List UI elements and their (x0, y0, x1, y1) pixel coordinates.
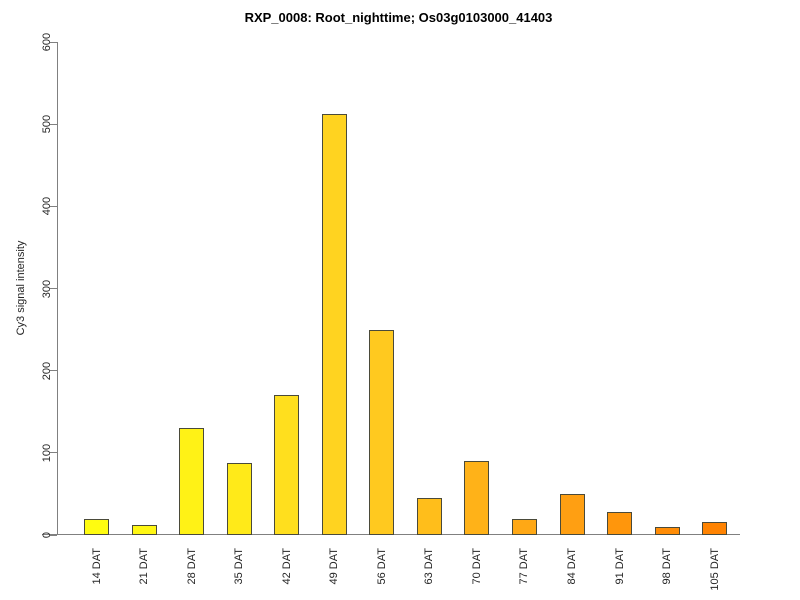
y-tick-label-0: 0 (41, 531, 53, 539)
bar-63-dat (416, 498, 442, 535)
x-tick-label-70-dat: 70 DAT (470, 548, 483, 585)
x-tick-label-105-dat: 105 DAT (708, 548, 721, 591)
y-tick-300 (50, 288, 57, 289)
bar-42-dat (274, 395, 300, 535)
y-tick-100 (50, 452, 57, 454)
bar-35-dat (226, 463, 252, 535)
y-tick-label-400: 400 (41, 197, 53, 216)
x-tick-label-84-dat: 84 DAT (566, 548, 578, 585)
x-tick-label-49-dat: 49 DAT (328, 548, 341, 585)
bar-105-dat (702, 522, 728, 535)
x-tick-label-91-dat: 91 DAT (613, 548, 626, 585)
y-tick-400 (50, 205, 57, 207)
x-tick-label-42-dat: 42 DAT (280, 548, 293, 585)
y-tick-200 (50, 370, 57, 372)
y-tick-0 (50, 534, 57, 536)
bar-77-dat (511, 519, 537, 535)
x-tick-label-63-dat: 63 DAT (423, 548, 436, 585)
x-tick-label-35-dat: 35 DAT (233, 548, 246, 585)
x-tick-label-77-dat: 77 DAT (518, 548, 531, 585)
y-axis-title: Cy3 signal intensity (15, 240, 27, 336)
bar-91-dat (607, 512, 633, 535)
bar-70-dat (464, 461, 490, 535)
bar-56-dat (369, 330, 395, 535)
x-tick-label-21-dat: 21 DAT (138, 548, 151, 585)
y-tick-600 (50, 41, 57, 43)
bar-14-dat (84, 519, 109, 535)
plot-area (57, 42, 740, 535)
bar-28-dat (179, 428, 205, 535)
x-tick-label-98-dat: 98 DAT (661, 548, 674, 585)
y-tick-label-500: 500 (41, 114, 53, 134)
x-tick-label-56-dat: 56 DAT (375, 548, 388, 585)
bar-21-dat (131, 525, 157, 535)
y-tick-label-300: 300 (41, 279, 53, 298)
y-tick-label-100: 100 (41, 443, 53, 463)
chart-title: RXP_0008: Root_nighttime; Os03g0103000_4… (244, 10, 553, 25)
bar-84-dat (559, 494, 585, 535)
y-tick-label-200: 200 (41, 361, 53, 380)
bar-98-dat (654, 527, 680, 535)
bar-49-dat (321, 114, 347, 535)
y-axis-line (57, 42, 58, 535)
x-tick-label-28-dat: 28 DAT (185, 548, 198, 585)
y-tick-label-600: 600 (41, 32, 53, 52)
y-tick-500 (50, 123, 57, 125)
x-tick-label-14-dat: 14 DAT (90, 548, 103, 585)
